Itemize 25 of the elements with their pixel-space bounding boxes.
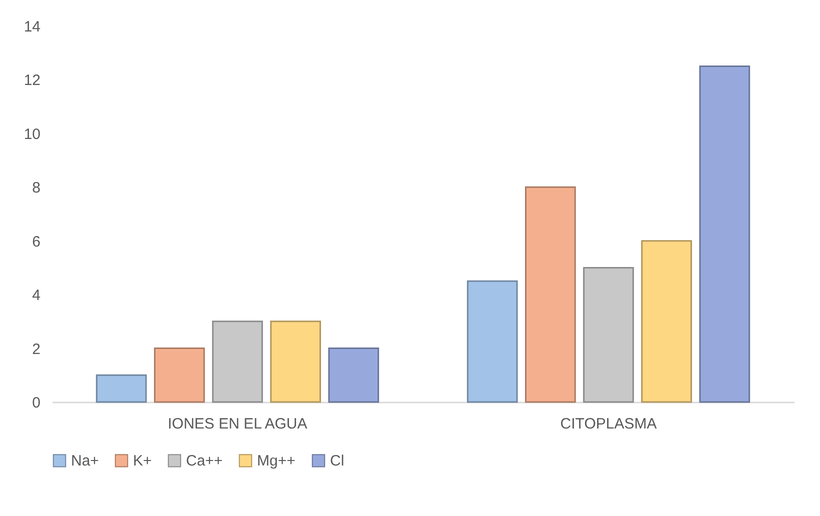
bar	[154, 348, 205, 403]
legend-label: Mg++	[257, 452, 296, 470]
legend-label: Ca++	[186, 452, 223, 470]
x-tick-label: CITOPLASMA	[560, 416, 657, 432]
y-tick-label: 6	[32, 233, 40, 250]
bar	[641, 240, 692, 403]
y-tick-label: 12	[24, 72, 40, 90]
bar	[328, 348, 380, 403]
legend-label: Cl	[330, 452, 344, 470]
bar	[212, 320, 263, 403]
y-tick-label: 10	[24, 126, 40, 143]
y-tick-label: 8	[32, 180, 40, 197]
bar	[583, 266, 634, 403]
x-tick-label: IONES EN EL AGUA	[168, 416, 308, 432]
y-tick-label: 2	[32, 340, 40, 358]
bar	[270, 320, 321, 403]
bar	[525, 186, 576, 403]
bar	[96, 374, 147, 403]
y-tick-label: 4	[32, 287, 40, 304]
bar	[699, 66, 750, 403]
legend-label: K+	[133, 452, 152, 470]
legend-label: Na+	[71, 452, 100, 470]
y-tick-label: 14	[24, 18, 40, 36]
bar	[466, 280, 518, 403]
y-tick-label: 0	[32, 394, 40, 412]
